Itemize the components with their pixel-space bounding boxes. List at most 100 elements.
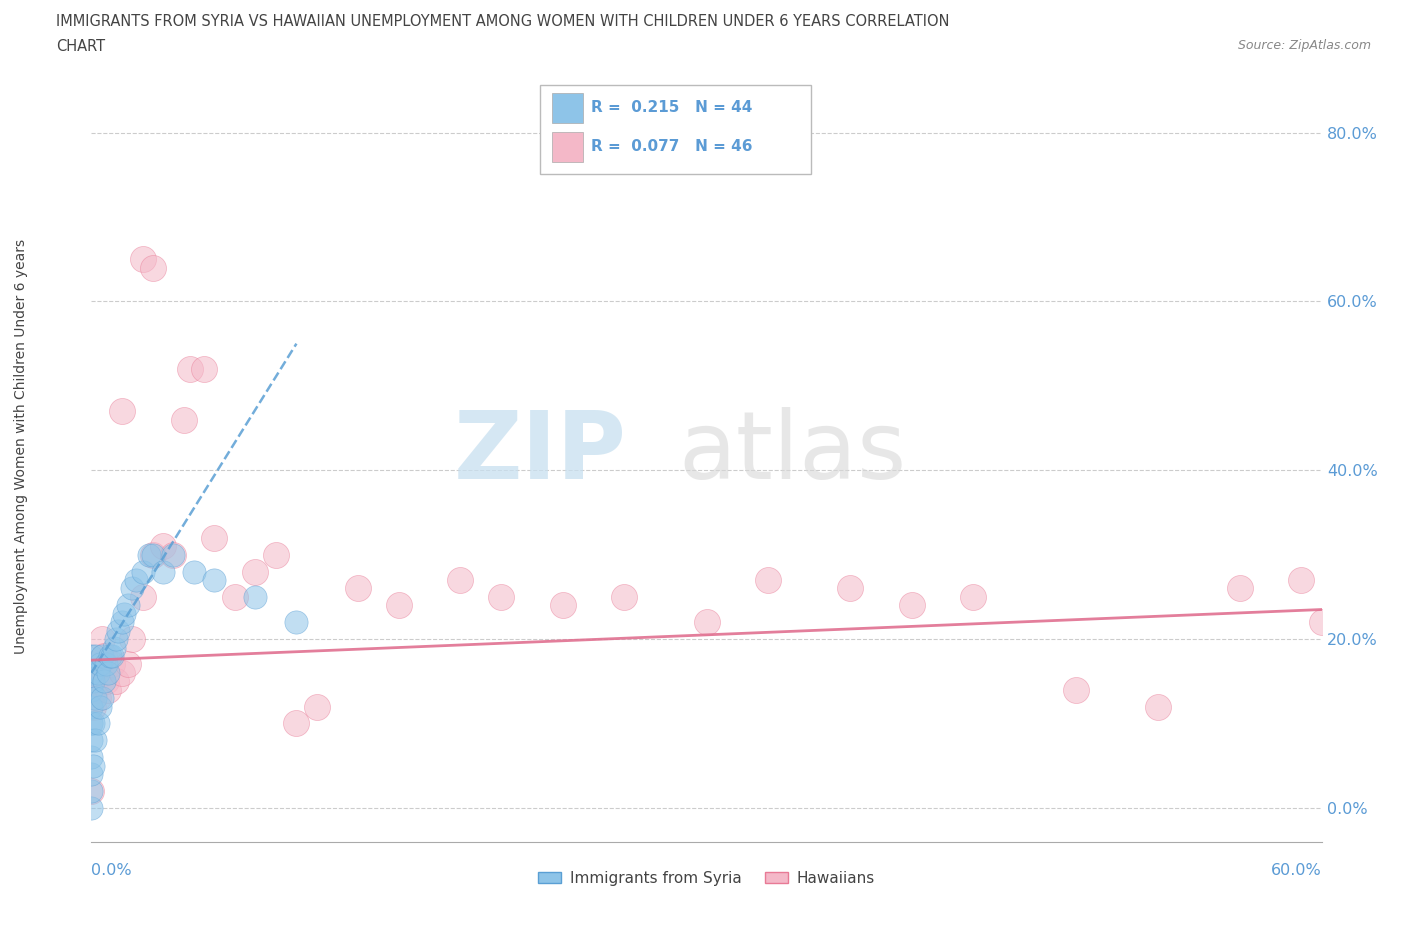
Point [1146, 699, 1168, 714]
Point [162, 547, 184, 562]
Point [80, 665, 103, 680]
Point [97, 683, 120, 698]
Point [264, 547, 287, 562]
Point [1229, 581, 1251, 596]
Point [89, 657, 111, 671]
Point [90, 691, 112, 706]
Point [162, 547, 184, 562]
Point [613, 590, 636, 604]
Point [86, 665, 108, 680]
Point [245, 565, 267, 579]
Point [179, 362, 201, 377]
Point [388, 598, 411, 613]
Point [98, 648, 121, 663]
Point [202, 530, 225, 545]
Point [80, 716, 103, 731]
Point [84, 691, 107, 706]
Point [839, 581, 862, 596]
Text: R =  0.077   N = 46: R = 0.077 N = 46 [591, 140, 752, 154]
Point [449, 573, 471, 588]
Point [112, 606, 135, 621]
Text: 60.0%: 60.0% [1271, 863, 1322, 879]
Point [1310, 615, 1333, 630]
Point [84, 733, 107, 748]
Point [962, 590, 984, 604]
Point [90, 631, 112, 646]
Point [80, 733, 103, 748]
Point [131, 590, 153, 604]
Point [224, 590, 246, 604]
Point [82, 674, 104, 689]
Point [117, 598, 139, 613]
Point [117, 657, 139, 671]
Point [80, 683, 103, 698]
Point [285, 615, 308, 630]
Point [756, 573, 779, 588]
Point [80, 674, 103, 689]
Point [82, 716, 104, 731]
Point [173, 412, 195, 427]
Point [107, 623, 129, 638]
Point [84, 683, 107, 698]
Text: 0.0%: 0.0% [91, 863, 132, 879]
Point [80, 648, 103, 663]
Point [80, 801, 103, 816]
Point [105, 674, 127, 689]
Point [152, 565, 174, 579]
Point [551, 598, 574, 613]
Point [491, 590, 513, 604]
Text: CHART: CHART [56, 39, 105, 54]
Point [80, 750, 103, 764]
Point [82, 665, 104, 680]
Point [1289, 573, 1312, 588]
Point [89, 699, 111, 714]
Point [103, 640, 125, 655]
Text: IMMIGRANTS FROM SYRIA VS HAWAIIAN UNEMPLOYMENT AMONG WOMEN WITH CHILDREN UNDER 6: IMMIGRANTS FROM SYRIA VS HAWAIIAN UNEMPL… [56, 14, 949, 29]
Point [125, 573, 148, 588]
Point [101, 657, 124, 671]
Point [93, 648, 115, 663]
Point [245, 590, 267, 604]
Point [347, 581, 370, 596]
Point [89, 665, 111, 680]
Text: Unemployment Among Women with Children Under 6 years: Unemployment Among Women with Children U… [14, 239, 28, 654]
Point [82, 699, 104, 714]
Text: ZIP: ZIP [454, 407, 627, 499]
Point [121, 631, 143, 646]
Point [97, 665, 120, 680]
Point [80, 766, 103, 781]
Point [305, 699, 328, 714]
Point [90, 648, 112, 663]
Point [285, 716, 308, 731]
Point [80, 699, 103, 714]
Point [84, 648, 107, 663]
Text: atlas: atlas [679, 407, 907, 499]
Point [193, 362, 215, 377]
Point [111, 404, 134, 418]
Point [82, 758, 104, 773]
Point [142, 547, 165, 562]
Point [152, 538, 174, 553]
Point [111, 665, 134, 680]
Point [111, 615, 134, 630]
Point [1064, 683, 1087, 698]
Point [900, 598, 922, 613]
Point [101, 648, 124, 663]
Point [105, 631, 127, 646]
Point [131, 565, 153, 579]
Legend: Immigrants from Syria, Hawaiians: Immigrants from Syria, Hawaiians [531, 865, 882, 892]
Point [94, 657, 117, 671]
Point [86, 716, 108, 731]
Point [80, 657, 103, 671]
Point [142, 260, 165, 275]
Point [202, 573, 225, 588]
Point [94, 674, 117, 689]
Text: R =  0.215   N = 44: R = 0.215 N = 44 [591, 100, 752, 115]
Point [86, 691, 108, 706]
Point [183, 565, 205, 579]
Point [131, 252, 153, 267]
Point [138, 547, 160, 562]
Point [695, 615, 717, 630]
Point [93, 674, 115, 689]
Point [80, 784, 103, 799]
